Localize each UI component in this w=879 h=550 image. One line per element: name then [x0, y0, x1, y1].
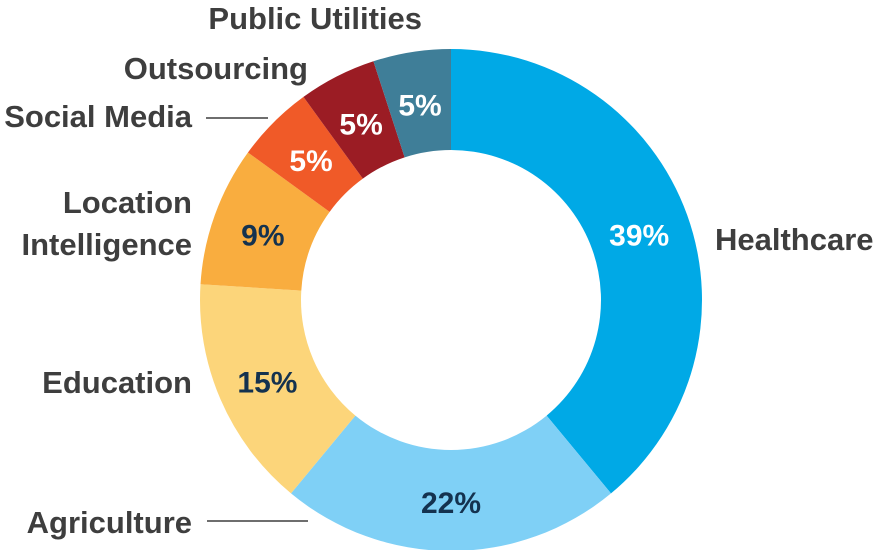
- category-label: Location Intelligence: [21, 185, 192, 262]
- percent-label: 22%: [421, 487, 481, 520]
- slice-public-utilities: [373, 49, 451, 158]
- slices-group: [200, 49, 702, 550]
- percent-label: 15%: [237, 366, 297, 399]
- slice-location-intelligence: [200, 152, 330, 291]
- slice-education: [200, 284, 356, 494]
- slice-agriculture: [291, 415, 611, 550]
- category-label: Outsourcing: [124, 51, 308, 86]
- percent-label: 5%: [398, 89, 441, 122]
- slice-healthcare: [451, 49, 702, 494]
- percent-label: 5%: [289, 145, 332, 178]
- percent-label: 39%: [609, 219, 669, 252]
- percent-labels-group: 39%22%15%9%5%5%5%: [237, 89, 669, 520]
- category-labels-group: Healthcare Agriculture Education Location In…: [4, 1, 873, 540]
- leader-lines-group: [206, 117, 308, 522]
- percent-label: 9%: [241, 219, 284, 252]
- slice-social-media: [247, 96, 363, 212]
- category-label: Public Utilities: [208, 1, 422, 36]
- category-label: Social Media: [4, 99, 193, 134]
- percent-label: 5%: [339, 109, 382, 142]
- category-label: Education: [42, 365, 192, 400]
- category-label: Healthcare: [715, 222, 874, 257]
- slice-outsourcing: [303, 61, 405, 179]
- category-label: Agriculture: [27, 505, 192, 540]
